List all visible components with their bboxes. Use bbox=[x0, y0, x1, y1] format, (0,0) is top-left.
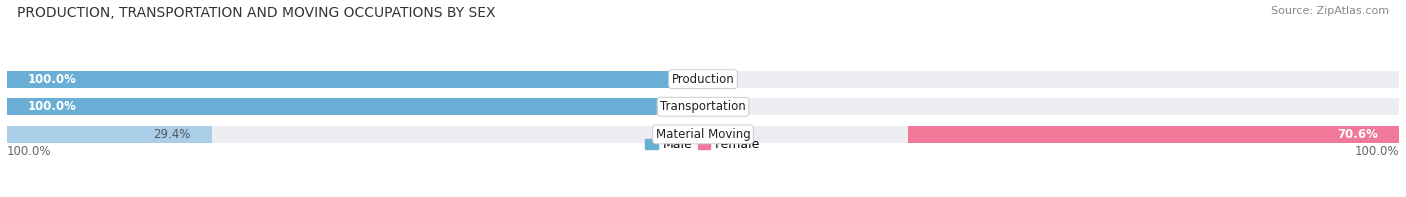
Text: 100.0%: 100.0% bbox=[28, 100, 77, 113]
Bar bbox=[7, 98, 703, 115]
Bar bbox=[908, 126, 1399, 143]
Text: Transportation: Transportation bbox=[661, 100, 745, 113]
Bar bbox=[7, 71, 1399, 88]
Text: 70.6%: 70.6% bbox=[1337, 128, 1378, 141]
Text: Material Moving: Material Moving bbox=[655, 128, 751, 141]
Text: Production: Production bbox=[672, 73, 734, 86]
Text: Source: ZipAtlas.com: Source: ZipAtlas.com bbox=[1271, 6, 1389, 16]
Text: 100.0%: 100.0% bbox=[28, 73, 77, 86]
Legend: Male, Female: Male, Female bbox=[641, 133, 765, 156]
Text: 100.0%: 100.0% bbox=[7, 145, 52, 158]
Bar bbox=[7, 126, 212, 143]
Bar bbox=[7, 98, 1399, 115]
Text: 100.0%: 100.0% bbox=[1354, 145, 1399, 158]
Text: 29.4%: 29.4% bbox=[153, 128, 191, 141]
Bar bbox=[7, 126, 1399, 143]
Bar bbox=[7, 71, 703, 88]
Text: PRODUCTION, TRANSPORTATION AND MOVING OCCUPATIONS BY SEX: PRODUCTION, TRANSPORTATION AND MOVING OC… bbox=[17, 6, 495, 20]
